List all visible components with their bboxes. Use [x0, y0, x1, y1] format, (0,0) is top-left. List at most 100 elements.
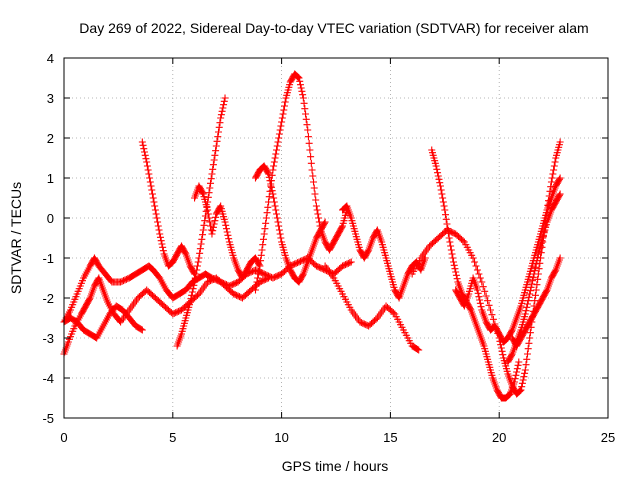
data-point [532, 286, 540, 294]
data-point [516, 387, 524, 395]
data-point [230, 290, 238, 298]
data-point [142, 155, 150, 163]
data-point [192, 270, 200, 278]
data-point [141, 148, 149, 156]
data-point [296, 257, 304, 265]
data-point [186, 298, 194, 306]
x-axis-label: GPS time / hours [282, 458, 389, 474]
data-point [230, 280, 238, 288]
data-point [137, 325, 145, 333]
data-point [292, 259, 300, 267]
data-point [191, 278, 199, 286]
series-sat-n [504, 190, 564, 366]
data-point [204, 210, 212, 218]
data-point [450, 261, 458, 269]
data-point [547, 178, 555, 186]
x-tick-label: 20 [492, 430, 506, 445]
data-point [173, 308, 181, 316]
data-point [298, 257, 306, 265]
data-point [516, 387, 524, 395]
data-point [228, 281, 236, 289]
data-point [146, 178, 154, 186]
data-point [307, 159, 315, 167]
data-point [522, 361, 530, 369]
data-point [145, 170, 153, 178]
data-point [206, 184, 214, 192]
data-point [526, 290, 534, 298]
data-point [227, 281, 235, 289]
series-sat-h [251, 162, 329, 286]
data-point [280, 106, 288, 114]
data-point [484, 297, 492, 305]
data-point [221, 218, 229, 226]
data-point [149, 194, 157, 202]
data-point [372, 315, 380, 323]
data-point [312, 196, 320, 204]
data-point [476, 274, 484, 282]
data-point [265, 193, 273, 201]
data-point [488, 311, 496, 319]
data-point [311, 190, 319, 198]
data-point [434, 172, 442, 180]
grid [64, 58, 608, 418]
data-point [211, 151, 219, 159]
data-point [214, 133, 222, 141]
data-point [526, 329, 534, 337]
data-point [306, 146, 314, 154]
data-point [213, 137, 221, 145]
data-point [555, 191, 563, 199]
data-point [339, 262, 347, 270]
data-point [347, 258, 355, 266]
data-point [193, 266, 201, 274]
data-point [219, 104, 227, 112]
data-point [525, 293, 533, 301]
data-point [498, 347, 506, 355]
data-point [264, 203, 272, 211]
data-point [191, 274, 199, 282]
data-point [208, 276, 216, 284]
data-point [513, 365, 521, 373]
data-point [172, 309, 180, 317]
data-point [138, 138, 146, 146]
data-point [273, 146, 281, 154]
data-point [489, 315, 497, 323]
data-point [148, 186, 156, 194]
data-point [300, 99, 308, 107]
data-point [320, 219, 328, 227]
data-point [144, 166, 152, 174]
data-point [224, 231, 232, 239]
data-point [537, 254, 545, 262]
data-point [535, 265, 543, 273]
data-point [169, 310, 177, 318]
data-point [346, 259, 354, 267]
data-point [220, 97, 228, 105]
data-point [269, 190, 277, 198]
data-point [556, 174, 564, 182]
y-tick-label: 1 [47, 171, 54, 186]
data-point [415, 346, 423, 354]
data-point [159, 243, 167, 251]
data-point [440, 202, 448, 210]
data-point [308, 166, 316, 174]
data-point [199, 231, 207, 239]
data-point [265, 274, 273, 282]
data-point [259, 235, 267, 243]
data-point [207, 175, 215, 183]
data-point [531, 291, 539, 299]
data-point [151, 202, 159, 210]
series-sat-k [408, 138, 564, 398]
data-point [218, 107, 226, 115]
data-point [254, 274, 262, 282]
data-point [216, 203, 224, 211]
x-tick-label: 5 [169, 430, 176, 445]
data-point [262, 275, 270, 283]
data-point [273, 272, 281, 280]
data-point [356, 318, 364, 326]
data-point [523, 303, 531, 311]
y-tick-label: -2 [42, 291, 54, 306]
data-point [275, 222, 283, 230]
data-point [193, 262, 201, 270]
data-point [143, 162, 151, 170]
